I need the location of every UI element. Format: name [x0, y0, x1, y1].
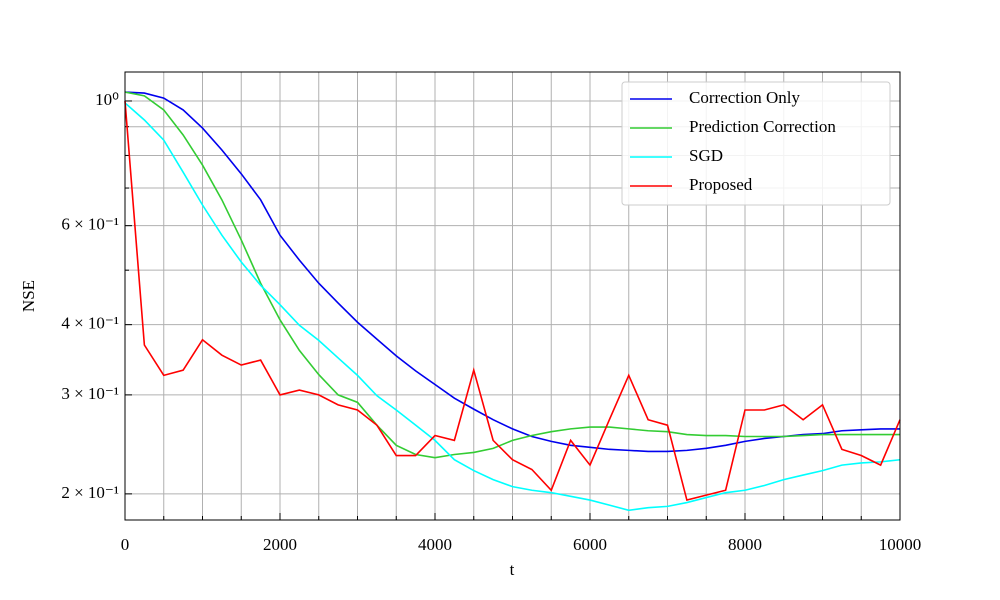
legend-label: Proposed	[689, 175, 753, 194]
y-tick-label: 4 × 10⁻¹	[61, 314, 119, 333]
x-tick-label: 4000	[418, 535, 452, 554]
x-axis-label: t	[510, 560, 515, 579]
line-series	[124, 100, 901, 502]
line-series	[124, 102, 901, 512]
y-tick-label: 2 × 10⁻¹	[61, 483, 119, 502]
legend-box	[621, 81, 891, 206]
legend-label: SGD	[689, 146, 723, 165]
line-series	[124, 91, 900, 459]
line-series	[124, 91, 900, 453]
y-tick-label: 3 × 10⁻¹	[61, 384, 119, 403]
y-tick-label: 6 × 10⁻¹	[61, 215, 119, 234]
x-tick-label: 0	[121, 535, 130, 554]
plot-frame	[124, 71, 901, 521]
x-tick-label: 8000	[728, 535, 762, 554]
y-tick-label: 10⁰	[95, 90, 119, 109]
legend-label: Correction Only	[689, 88, 800, 107]
legend-label: Prediction Correction	[689, 117, 836, 136]
x-tick-label: 6000	[573, 535, 607, 554]
y-axis-label: NSE	[19, 280, 38, 312]
x-tick-label: 10000	[879, 535, 922, 554]
x-tick-label: 2000	[263, 535, 297, 554]
